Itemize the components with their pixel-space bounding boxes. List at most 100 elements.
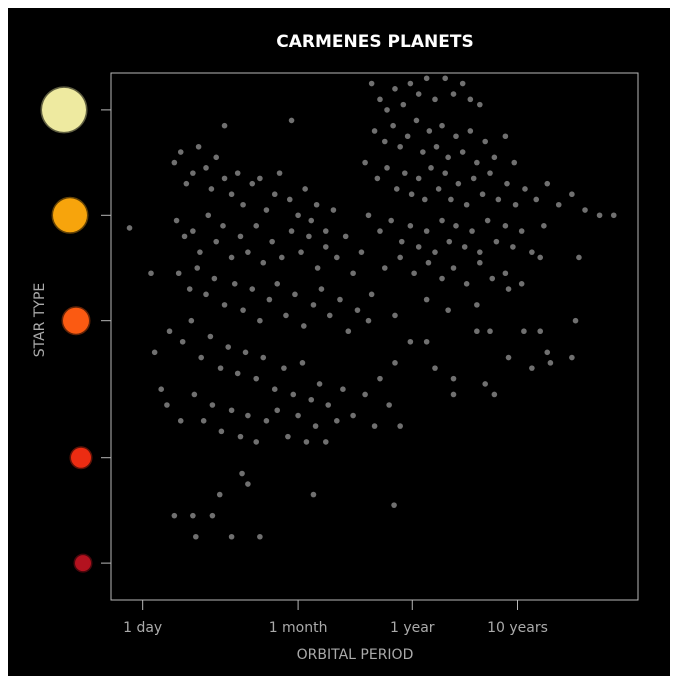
planet-point: [263, 207, 270, 213]
planet-point: [299, 360, 306, 366]
planet-point: [195, 143, 202, 150]
planet-point: [445, 307, 451, 313]
planet-point: [432, 96, 438, 103]
planet-point: [426, 128, 433, 134]
x-tick-label: 1 month: [269, 620, 328, 636]
star-marker: [69, 446, 93, 470]
planet-point: [316, 381, 323, 387]
planet-point: [257, 317, 263, 324]
planet-point: [505, 286, 512, 292]
planet-point: [484, 217, 491, 224]
planet-point: [408, 191, 415, 198]
planet-point: [231, 281, 238, 287]
planet-point: [392, 312, 398, 319]
planet-point: [384, 107, 390, 113]
planet-point: [439, 122, 445, 129]
planet-point: [288, 117, 295, 124]
planet-point: [358, 249, 365, 255]
planet-point: [495, 196, 502, 203]
chart-title: CARMENES PLANETS: [276, 32, 473, 52]
planet-point: [292, 291, 298, 298]
planet-point: [461, 244, 468, 250]
planet-point: [228, 254, 235, 261]
planet-point: [183, 180, 190, 187]
planet-point: [450, 265, 457, 271]
planet-point: [482, 381, 488, 387]
planet-point: [240, 201, 246, 208]
planet-point: [221, 302, 228, 308]
planet-point: [228, 191, 235, 198]
planet-point: [504, 180, 510, 187]
planet-point: [151, 349, 158, 356]
planet-point: [318, 286, 325, 292]
planet-point: [281, 365, 287, 371]
planet-point: [249, 180, 256, 187]
planet-point: [455, 180, 462, 187]
planet-point: [362, 391, 368, 398]
planet-point: [470, 175, 477, 182]
planet-point: [334, 418, 340, 424]
planet-point: [423, 296, 430, 303]
planet-point: [423, 228, 430, 234]
planet-point: [477, 101, 483, 108]
planet-point: [334, 254, 340, 261]
planet-point: [288, 228, 295, 234]
planet-point: [407, 80, 414, 87]
planet-point: [322, 228, 329, 234]
planet-point: [266, 296, 273, 303]
planet-point: [397, 423, 403, 429]
planet-point: [194, 265, 201, 271]
planet-point: [205, 212, 212, 219]
planet-point: [209, 512, 216, 519]
planet-point: [407, 338, 414, 345]
planet-point: [171, 512, 178, 519]
planet-point: [263, 418, 270, 424]
planet-point: [302, 186, 308, 192]
planet-point: [326, 312, 333, 319]
planet-point: [482, 138, 488, 145]
planet-point: [533, 196, 540, 203]
planet-point: [158, 386, 165, 393]
planet-point: [493, 238, 500, 245]
planet-point: [171, 159, 178, 166]
planet-point: [487, 170, 493, 176]
planet-point: [569, 191, 575, 198]
planet-point: [489, 275, 496, 282]
planet-point: [400, 101, 407, 108]
planet-point: [298, 249, 304, 255]
planet-point: [322, 439, 329, 445]
planet-point: [393, 186, 400, 192]
planet-point: [402, 170, 408, 176]
planet-point: [274, 407, 281, 414]
planet-point: [213, 154, 220, 161]
planet-point: [435, 186, 442, 192]
planet-point: [175, 270, 182, 277]
planet-point: [381, 265, 388, 271]
planet-point: [541, 223, 547, 229]
planet-point: [234, 170, 241, 176]
planet-point: [253, 439, 260, 445]
planet-point: [203, 165, 209, 171]
planet-point: [474, 328, 480, 335]
planet-point: [479, 191, 486, 198]
planet-point: [413, 117, 420, 124]
planet-point: [368, 291, 375, 298]
planet-point: [411, 270, 417, 277]
planet-point: [179, 338, 186, 345]
planet-point: [450, 91, 457, 97]
planet-point: [392, 360, 398, 366]
planet-point: [330, 207, 337, 213]
planet-point: [237, 433, 244, 440]
planet-point: [354, 307, 361, 313]
planet-point: [342, 233, 349, 240]
planet-point: [423, 338, 430, 345]
planet-point: [193, 533, 199, 540]
planet-point: [188, 317, 195, 324]
planet-point: [512, 201, 519, 208]
planet-point: [234, 370, 241, 377]
planet-point: [286, 196, 293, 203]
planet-point: [491, 154, 498, 161]
planet-point: [415, 91, 422, 97]
x-axis-label: ORBITAL PERIOD: [297, 647, 414, 663]
planet-point: [572, 317, 579, 324]
